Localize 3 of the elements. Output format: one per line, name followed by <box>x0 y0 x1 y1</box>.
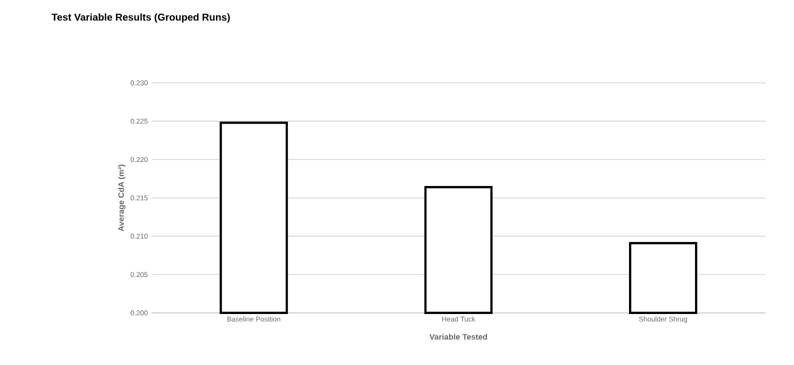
chart-title: Test Variable Results (Grouped Runs) <box>52 13 230 23</box>
y-axis-title: Average CdA (m²) <box>118 164 126 232</box>
x-axis-title: Variable Tested <box>429 334 487 340</box>
